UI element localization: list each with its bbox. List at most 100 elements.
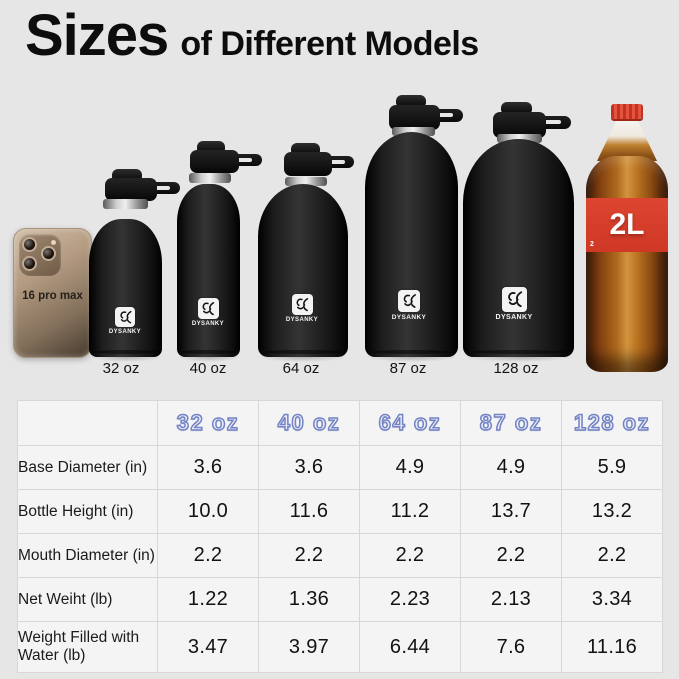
col-header-32oz: 32 oz	[157, 400, 259, 446]
brand-logo-icon	[398, 290, 420, 312]
brand-logo-icon	[197, 298, 219, 319]
row-label: Weight Filled with Water (lb)	[17, 621, 158, 673]
brand-logo: DYSANKY	[486, 287, 542, 321]
bottle-body	[258, 184, 348, 357]
title-rest: of Different Models	[180, 25, 479, 63]
cola-neck	[597, 121, 657, 161]
bottle-body	[89, 219, 162, 357]
cap-spout	[291, 143, 320, 154]
table-cell: 2.2	[157, 533, 259, 578]
steel-band	[103, 199, 148, 209]
camera-lens-icon	[22, 256, 37, 271]
col-header-87oz: 87 oz	[460, 400, 562, 446]
table-cell: 10.0	[157, 489, 259, 534]
cola-cap	[611, 104, 643, 119]
bottle-shadow	[463, 352, 574, 362]
table-cell: 6.44	[359, 621, 461, 673]
brand-logo-icon	[115, 307, 135, 327]
table-cell: 3.97	[258, 621, 360, 673]
row-label: Net Weiht (lb)	[17, 577, 158, 622]
page-title: Sizes of Different Models	[25, 2, 479, 69]
col-header-40oz: 40 oz	[258, 400, 360, 446]
bottle-shadow	[365, 352, 458, 362]
steel-band	[497, 134, 542, 143]
table-cell: 11.6	[258, 489, 360, 534]
table-row: Net Weiht (lb) 1.22 1.36 2.23 2.13 3.34	[17, 577, 663, 622]
bottle-body	[177, 184, 240, 357]
cola-volume-text: 2L	[609, 208, 645, 241]
table-row: Base Diameter (in) 3.6 3.6 4.9 4.9 5.9	[17, 445, 663, 490]
size-comparison-table: 32 oz 40 oz 64 oz 87 oz 128 oz Base Diam…	[17, 400, 663, 673]
cap-lid	[284, 152, 332, 176]
bottle-size-label: 40 oz	[189, 360, 227, 377]
cola-bottle-2l: 2L 2	[586, 104, 668, 372]
bottle-size-label: 87 oz	[389, 360, 427, 377]
table-cell: 2.2	[561, 533, 663, 578]
bottle-body	[463, 139, 574, 357]
phone-label: 16 pro max	[22, 290, 83, 302]
table-cell: 3.47	[157, 621, 259, 673]
bottle-size-label: 32 oz	[102, 360, 140, 377]
table-cell: 2.2	[359, 533, 461, 578]
bottle-shadow	[177, 352, 240, 362]
table-row: Bottle Height (in) 10.0 11.6 11.2 13.7 1…	[17, 489, 663, 534]
table-cell: 7.6	[460, 621, 562, 673]
table-cell: 13.7	[460, 489, 562, 534]
cola-small-mark: 2	[590, 241, 594, 248]
col-header-64oz: 64 oz	[359, 400, 461, 446]
phone-16-pro-max: 16 pro max	[13, 228, 92, 358]
brand-logo-icon	[501, 287, 527, 312]
brand-logo-text: DYSANKY	[495, 314, 533, 321]
bottle-body	[365, 132, 458, 357]
table-cell: 2.2	[460, 533, 562, 578]
table-cell: 4.9	[460, 445, 562, 490]
cap-spout	[501, 102, 532, 113]
table-cell: 2.2	[258, 533, 360, 578]
table-cell: 5.9	[561, 445, 663, 490]
cap-lid	[105, 178, 157, 201]
table-cell: 4.9	[359, 445, 461, 490]
brand-logo-icon	[291, 294, 313, 315]
table-cell: 2.23	[359, 577, 461, 622]
table-cell: 13.2	[561, 489, 663, 534]
cap-lid	[493, 112, 546, 138]
cap-spout	[112, 169, 142, 180]
camera-lens-icon	[22, 237, 37, 252]
table-row: Mouth Diameter (in) 2.2 2.2 2.2 2.2 2.2	[17, 533, 663, 578]
col-header-128oz: 128 oz	[561, 400, 663, 446]
brand-logo: DYSANKY	[381, 290, 437, 321]
cola-body	[586, 156, 668, 372]
brand-logo-text: DYSANKY	[108, 329, 142, 335]
row-label: Mouth Diameter (in)	[17, 533, 158, 578]
row-label: Base Diameter (in)	[17, 445, 158, 490]
table-corner-cell	[17, 400, 158, 446]
bottle-size-label: 128 oz	[493, 360, 539, 377]
bottle-size-label: 64 oz	[282, 360, 320, 377]
phone-camera-module	[19, 234, 61, 276]
table-cell: 3.6	[157, 445, 259, 490]
bottle-shadow	[89, 352, 162, 362]
table-cell: 1.36	[258, 577, 360, 622]
steel-band	[285, 177, 327, 186]
steel-band	[189, 173, 231, 183]
brand-logo: DYSANKY	[274, 294, 330, 323]
brand-logo-text: DYSANKY	[391, 314, 427, 321]
table-cell: 11.2	[359, 489, 461, 534]
cap-spout	[396, 95, 426, 106]
bottle-shadow	[258, 352, 348, 362]
table-row: Weight Filled with Water (lb) 3.47 3.97 …	[17, 621, 663, 673]
table-cell: 2.13	[460, 577, 562, 622]
steel-band	[392, 127, 435, 136]
table-cell: 11.16	[561, 621, 663, 673]
cap-lid	[389, 105, 440, 130]
cap-lid	[190, 150, 239, 173]
brand-logo-text: DYSANKY	[285, 317, 319, 323]
camera-flash-icon	[51, 240, 56, 245]
cola-label: 2L 2	[586, 198, 668, 252]
table-cell: 3.6	[258, 445, 360, 490]
brand-logo: DYSANKY	[97, 307, 153, 335]
table-cell: 3.34	[561, 577, 663, 622]
table-cell: 1.22	[157, 577, 259, 622]
cap-spout	[197, 141, 225, 152]
